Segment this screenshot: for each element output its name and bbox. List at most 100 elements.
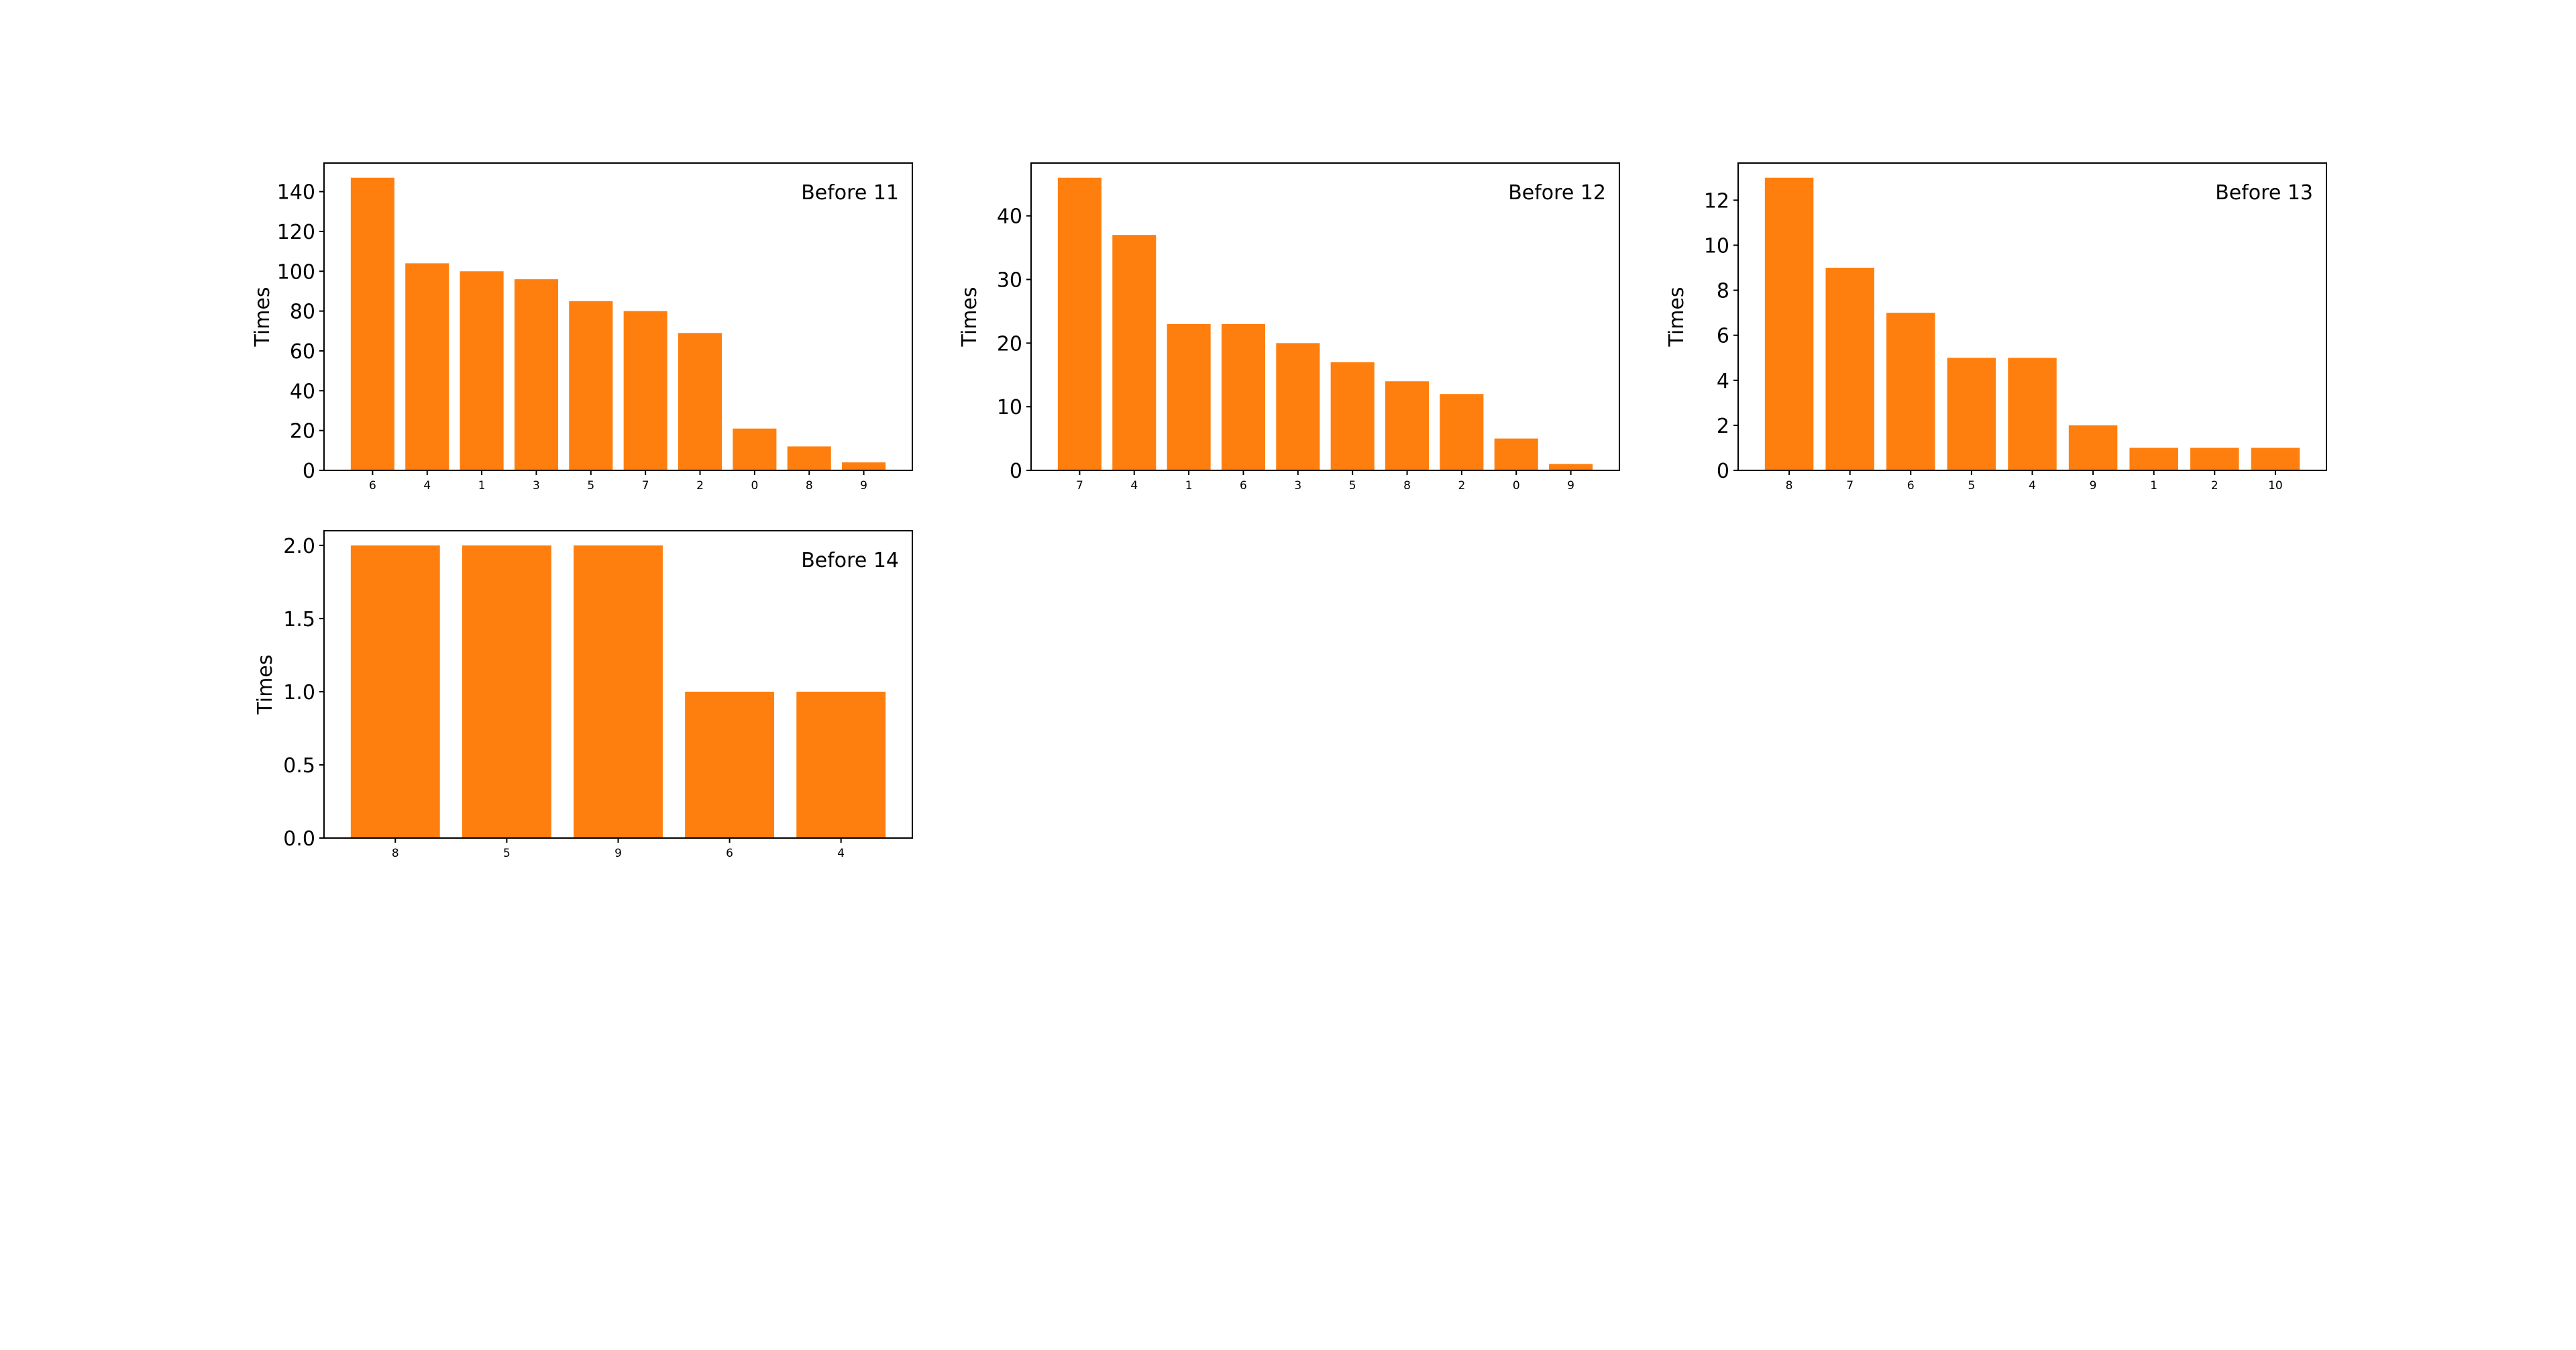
bar-3 [514, 279, 559, 470]
x-tick-label: 5 [1349, 479, 1356, 492]
y-tick-label: 8 [1717, 280, 1729, 303]
x-tick-label: 10 [2268, 479, 2283, 492]
bar-9 [574, 545, 663, 838]
bar-6 [1886, 313, 1935, 470]
bar-4 [405, 263, 449, 470]
y-tick-label: 20 [290, 420, 315, 444]
bar-8 [1385, 381, 1430, 470]
y-tick-label: 60 [290, 340, 315, 364]
x-tick-label: 5 [503, 847, 511, 860]
x-tick-label: 3 [533, 479, 540, 492]
bar-6 [1221, 323, 1266, 470]
x-tick-label: 8 [392, 847, 399, 860]
bar-6 [685, 691, 775, 838]
chart-annotation: Before 12 [1508, 181, 1606, 205]
y-tick-label: 6 [1717, 325, 1729, 348]
bar-4 [796, 691, 886, 838]
y-tick-label: 12 [1704, 189, 1729, 213]
bar-1 [460, 271, 504, 470]
y-axis-label: Times [251, 287, 274, 347]
bar-8 [787, 446, 831, 470]
y-tick-label: 1.5 [283, 608, 315, 631]
x-tick-label: 5 [587, 479, 594, 492]
y-tick-label: 10 [997, 396, 1022, 419]
bar-5 [1947, 358, 1996, 470]
y-tick-label: 0 [1717, 460, 1729, 483]
bar-5 [462, 545, 551, 838]
x-tick-label: 9 [860, 479, 867, 492]
bar-9 [2068, 425, 2118, 470]
x-tick-label: 2 [1458, 479, 1465, 492]
x-tick-label: 7 [1076, 479, 1083, 492]
bar-7 [1825, 268, 1874, 470]
x-tick-label: 4 [837, 847, 845, 860]
y-tick-label: 100 [277, 260, 315, 284]
chart-annotation: Before 14 [801, 549, 899, 572]
y-axis-label: Times [958, 287, 981, 347]
x-tick-label: 3 [1294, 479, 1301, 492]
bar-8 [1764, 177, 1814, 470]
y-tick-label: 40 [997, 205, 1022, 229]
y-tick-label: 40 [290, 380, 315, 403]
y-tick-label: 120 [277, 221, 315, 244]
chart-4: 8 5 9 6 4 0.0 0.5 1.0 1.5 2.0 Times Before 14 [254, 530, 913, 860]
bar-5 [1330, 362, 1375, 470]
x-tick-label: 0 [751, 479, 758, 492]
x-tick-label: 6 [1907, 479, 1915, 492]
y-axis-label: Times [254, 654, 277, 715]
bar-2 [1440, 394, 1484, 470]
bar-2 [678, 333, 722, 470]
x-tick-label: 8 [806, 479, 813, 492]
x-tick-label: 6 [1240, 479, 1247, 492]
y-tick-label: 0 [1010, 460, 1022, 483]
bar-1 [1167, 323, 1211, 470]
bar-3 [1276, 343, 1320, 470]
y-tick-label: 140 [277, 181, 315, 205]
bar-5 [569, 301, 613, 470]
bar-1 [2129, 448, 2178, 470]
chart-annotation: Before 11 [801, 181, 899, 205]
bar-0 [1494, 438, 1538, 470]
bar-7 [623, 311, 667, 470]
y-tick-label: 2 [1717, 415, 1729, 438]
x-tick-label: 9 [614, 847, 622, 860]
y-axis-label: Times [1665, 287, 1688, 347]
y-tick-label: 0.0 [283, 827, 315, 851]
bar-10 [2251, 448, 2300, 470]
x-tick-label: 1 [2150, 479, 2157, 492]
bar-4 [2008, 358, 2057, 470]
y-tick-label: 10 [1704, 234, 1729, 258]
bar-2 [2190, 448, 2239, 470]
y-tick-label: 0 [303, 460, 315, 483]
y-tick-label: 1.0 [283, 681, 315, 705]
bar-0 [733, 428, 777, 470]
y-tick-label: 30 [997, 269, 1022, 293]
x-tick-label: 6 [726, 847, 733, 860]
x-tick-label: 6 [369, 479, 376, 492]
x-tick-label: 0 [1513, 479, 1520, 492]
bar-4 [1112, 235, 1157, 470]
x-tick-label: 8 [1403, 479, 1411, 492]
chart-annotation: Before 13 [2215, 181, 2313, 205]
x-tick-label: 1 [1185, 479, 1193, 492]
x-tick-label: 4 [423, 479, 431, 492]
x-tick-label: 5 [1968, 479, 1975, 492]
x-tick-label: 2 [696, 479, 704, 492]
axes-frame [323, 162, 913, 471]
x-tick-label: 4 [1130, 479, 1138, 492]
y-tick-label: 20 [997, 332, 1022, 356]
bar-9 [1549, 464, 1593, 470]
x-tick-label: 7 [1846, 479, 1854, 492]
x-tick-label: 1 [478, 479, 486, 492]
y-tick-label: 0.5 [283, 754, 315, 778]
x-tick-label: 2 [2211, 479, 2218, 492]
bar-6 [350, 177, 394, 470]
x-tick-label: 9 [2090, 479, 2097, 492]
axes-frame [1030, 162, 1620, 471]
bar-7 [1057, 177, 1102, 470]
y-tick-label: 80 [290, 301, 315, 324]
x-tick-label: 7 [642, 479, 649, 492]
